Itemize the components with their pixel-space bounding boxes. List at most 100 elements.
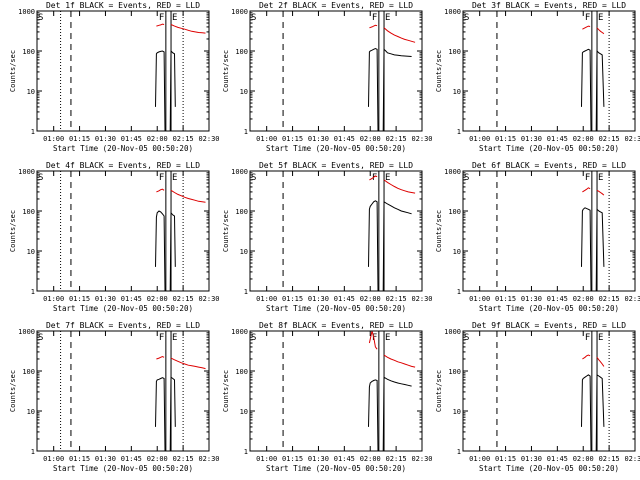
x-tick-label: 02:30 — [624, 455, 640, 463]
events-series-line — [581, 207, 592, 292]
x-tick-label: 02:00 — [573, 455, 594, 463]
y-axis-label: Counts/sec — [222, 210, 230, 252]
x-tick-label: 01:30 — [308, 295, 329, 303]
x-tick-label: 02:30 — [624, 135, 640, 143]
chart-title: Det 5f BLACK = Events, RED = LLD — [259, 161, 413, 170]
x-tick-label: 01:30 — [308, 135, 329, 143]
events-series-line — [595, 49, 605, 132]
x-tick-label: 02:15 — [599, 135, 620, 143]
x-tick-label: 01:30 — [521, 295, 542, 303]
x-tick-label: 01:15 — [495, 295, 516, 303]
x-tick-label: 01:15 — [282, 295, 303, 303]
marker-label-f: F — [372, 333, 377, 343]
x-axis-label: Start Time (20-Nov-05 00:50:20) — [266, 144, 406, 153]
x-tick-label: 02:15 — [599, 455, 620, 463]
y-tick-label: 100 — [22, 208, 35, 216]
x-tick-label: 02:00 — [360, 455, 381, 463]
marker-label-s: S — [251, 173, 256, 183]
y-tick-label: 1000 — [444, 168, 461, 176]
y-tick-label: 1 — [244, 128, 248, 136]
x-tick-label: 02:15 — [173, 455, 194, 463]
x-tick-label: 01:15 — [282, 135, 303, 143]
y-tick-label: 1000 — [18, 168, 35, 176]
y-tick-label: 10 — [453, 408, 461, 416]
lld-series-line — [582, 25, 591, 30]
marker-label-f: F — [585, 13, 590, 23]
y-axis-label: Counts/sec — [222, 50, 230, 92]
y-tick-label: 1 — [31, 128, 35, 136]
x-tick-label: 02:00 — [147, 455, 168, 463]
lld-series-line — [156, 23, 165, 27]
x-tick-label: 01:30 — [95, 135, 116, 143]
marker-label-s: S — [464, 173, 469, 183]
y-axis-label: Counts/sec — [435, 210, 443, 252]
x-tick-label: 02:00 — [147, 135, 168, 143]
events-series-line — [155, 377, 166, 452]
x-tick-label: 01:45 — [121, 135, 142, 143]
marker-label-f: F — [159, 173, 164, 183]
chart-title: Det 9f BLACK = Events, RED = LLD — [472, 321, 626, 330]
y-tick-label: 10 — [453, 88, 461, 96]
x-tick-label: 01:45 — [547, 295, 568, 303]
x-tick-label: 02:30 — [198, 455, 219, 463]
x-tick-label: 01:00 — [43, 135, 64, 143]
lld-series-line — [156, 188, 165, 193]
marker-label-e: E — [598, 13, 603, 23]
marker-label-f: F — [585, 333, 590, 343]
y-tick-label: 1000 — [18, 8, 35, 16]
x-axis-label: Start Time (20-Nov-05 00:50:20) — [479, 144, 619, 153]
x-tick-label: 01:00 — [256, 295, 277, 303]
y-tick-label: 1 — [244, 288, 248, 296]
lld-series-line — [383, 27, 416, 43]
y-tick-label: 100 — [22, 368, 35, 376]
x-axis-label: Start Time (20-Nov-05 00:50:20) — [53, 144, 193, 153]
y-tick-label: 10 — [453, 248, 461, 256]
lld-series-line — [596, 189, 605, 196]
x-tick-label: 01:00 — [43, 455, 64, 463]
y-tick-label: 10 — [240, 248, 248, 256]
x-tick-label: 01:45 — [121, 295, 142, 303]
lld-series-line — [170, 189, 206, 203]
x-tick-label: 02:00 — [360, 295, 381, 303]
events-series-line — [169, 376, 176, 452]
y-tick-label: 100 — [448, 368, 461, 376]
y-tick-label: 10 — [240, 88, 248, 96]
x-tick-label: 01:45 — [547, 455, 568, 463]
chart-title: Det 6f BLACK = Events, RED = LLD — [472, 161, 626, 170]
y-tick-label: 1000 — [231, 168, 248, 176]
events-series-line — [595, 208, 605, 292]
lld-series-line — [596, 27, 605, 35]
marker-label-f: F — [372, 173, 377, 183]
y-tick-label: 1 — [244, 448, 248, 456]
y-tick-label: 100 — [235, 208, 248, 216]
events-series-line — [382, 376, 412, 452]
chart-title: Det 3f BLACK = Events, RED = LLD — [472, 1, 626, 10]
x-tick-label: 01:15 — [69, 295, 90, 303]
x-axis-label: Start Time (20-Nov-05 00:50:20) — [479, 304, 619, 313]
y-tick-label: 1000 — [231, 328, 248, 336]
x-axis-label: Start Time (20-Nov-05 00:50:20) — [53, 464, 193, 473]
x-tick-label: 02:30 — [411, 135, 432, 143]
x-tick-label: 01:00 — [256, 135, 277, 143]
lld-series-line — [368, 330, 378, 350]
marker-label-f: F — [372, 13, 377, 23]
marker-label-s: S — [251, 13, 256, 23]
y-tick-label: 1000 — [444, 328, 461, 336]
x-tick-label: 02:15 — [173, 135, 194, 143]
marker-label-s: S — [464, 13, 469, 23]
x-tick-label: 01:45 — [121, 455, 142, 463]
y-axis-label: Counts/sec — [9, 210, 17, 252]
y-tick-label: 100 — [22, 48, 35, 56]
plot-frame — [249, 330, 423, 452]
marker-label-e: E — [172, 333, 177, 343]
chart-title: Det 1f BLACK = Events, RED = LLD — [46, 1, 200, 10]
y-axis-label: Counts/sec — [222, 370, 230, 412]
marker-label-e: E — [385, 333, 390, 343]
x-axis-label: Start Time (20-Nov-05 00:50:20) — [53, 304, 193, 313]
y-tick-label: 1 — [31, 288, 35, 296]
plot-frame — [249, 170, 423, 292]
x-tick-label: 01:45 — [334, 135, 355, 143]
